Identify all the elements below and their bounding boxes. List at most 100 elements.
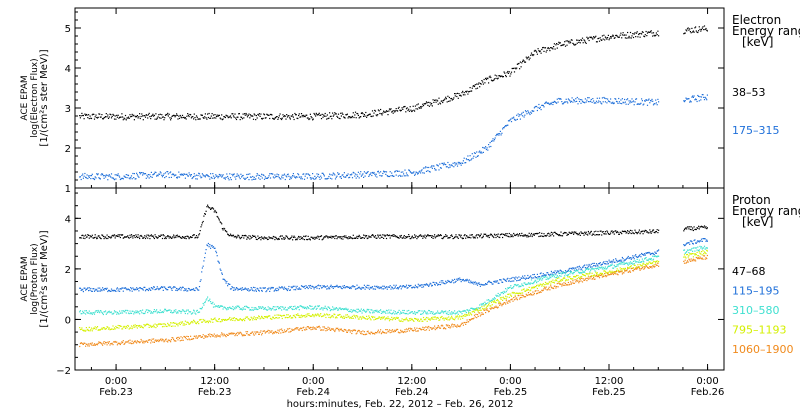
proton-data-point [180,289,181,290]
proton-data-point [521,286,522,287]
proton-data-point [520,279,521,280]
proton-data-point [565,273,566,274]
proton-data-point [125,310,126,311]
proton-data-point [657,232,658,233]
electron-data-point [698,30,699,31]
electron-data-point [196,175,197,176]
electron-data-point [526,57,527,58]
electron-data-point [514,71,515,72]
electron-data-point [495,137,496,138]
proton-data-point [705,238,706,239]
proton-data-point [402,312,403,313]
proton-data-point [491,302,492,303]
proton-data-point [150,290,151,291]
electron-data-point [474,86,475,87]
electron-data-point [149,177,150,178]
electron-data-point [378,171,379,172]
proton-data-point [619,234,620,235]
proton-data-point [636,261,637,262]
proton-data-point [250,236,251,237]
electron-data-point [414,111,415,112]
electron-data-point [353,117,354,118]
electron-data-point [388,111,389,112]
proton-data-point [432,318,433,319]
electron-data-point [161,114,162,115]
electron-data-point [586,43,587,44]
electron-data-point [685,100,686,101]
proton-data-point [602,264,603,265]
proton-data-point [509,297,510,298]
proton-data-point [95,329,96,330]
proton-data-point [493,237,494,238]
proton-data-point [702,248,703,249]
electron-data-point [125,115,126,116]
proton-data-point [283,237,284,238]
proton-data-point [477,310,478,311]
electron-data-point [380,171,381,172]
proton-data-point [501,299,502,300]
electron-data-point [152,115,153,116]
electron-data-point [356,178,357,179]
proton-data-point [605,271,606,272]
proton-data-point [485,234,486,235]
proton-data-point [129,313,130,314]
proton-data-point [505,296,506,297]
electron-data-point [565,46,566,47]
proton-data-point [421,287,422,288]
electron-data-point [642,100,643,101]
proton-data-point [541,286,542,287]
electron-data-point [302,178,303,179]
electron-ylabel-line: ACE EPAM [20,75,30,120]
proton-data-point [148,324,149,325]
proton-data-point [211,208,212,209]
proton-data-point [617,265,618,266]
electron-data-point [696,99,697,100]
proton-data-point [331,236,332,237]
proton-data-point [609,270,610,271]
electron-data-point [703,97,704,98]
proton-data-point [381,287,382,288]
proton-data-point [390,289,391,290]
proton-data-point [308,236,309,237]
proton-data-point [415,285,416,286]
proton-data-point [511,296,512,297]
electron-data-point [473,158,474,159]
electron-data-point [310,177,311,178]
proton-data-point [155,234,156,235]
proton-data-point [431,317,432,318]
proton-data-point [374,286,375,287]
proton-data-point [386,238,387,239]
proton-data-point [399,313,400,314]
proton-data-point [356,315,357,316]
proton-data-point [541,235,542,236]
electron-data-point [82,174,83,175]
proton-data-point [175,290,176,291]
proton-data-point [137,327,138,328]
proton-data-point [336,285,337,286]
proton-data-point [445,311,446,312]
proton-data-point [336,235,337,236]
electron-data-point [309,118,310,119]
proton-data-point [416,286,417,287]
proton-data-point [287,317,288,318]
proton-data-point [251,287,252,288]
proton-data-point [464,234,465,235]
proton-data-point [403,312,404,313]
electron-data-point [136,173,137,174]
proton-data-point [297,238,298,239]
proton-data-point [200,319,201,320]
electron-data-point [706,99,707,100]
electron-data-point [612,102,613,103]
electron-data-point [292,114,293,115]
proton-data-point [435,316,436,317]
proton-data-point [241,237,242,238]
electron-data-point [583,42,584,43]
proton-data-point [513,233,514,234]
proton-data-point [362,312,363,313]
electron-data-point [537,54,538,55]
electron-data-point [175,174,176,175]
electron-data-point [558,44,559,45]
proton-data-point [194,234,195,235]
electron-data-point [570,42,571,43]
electron-data-point [405,175,406,176]
